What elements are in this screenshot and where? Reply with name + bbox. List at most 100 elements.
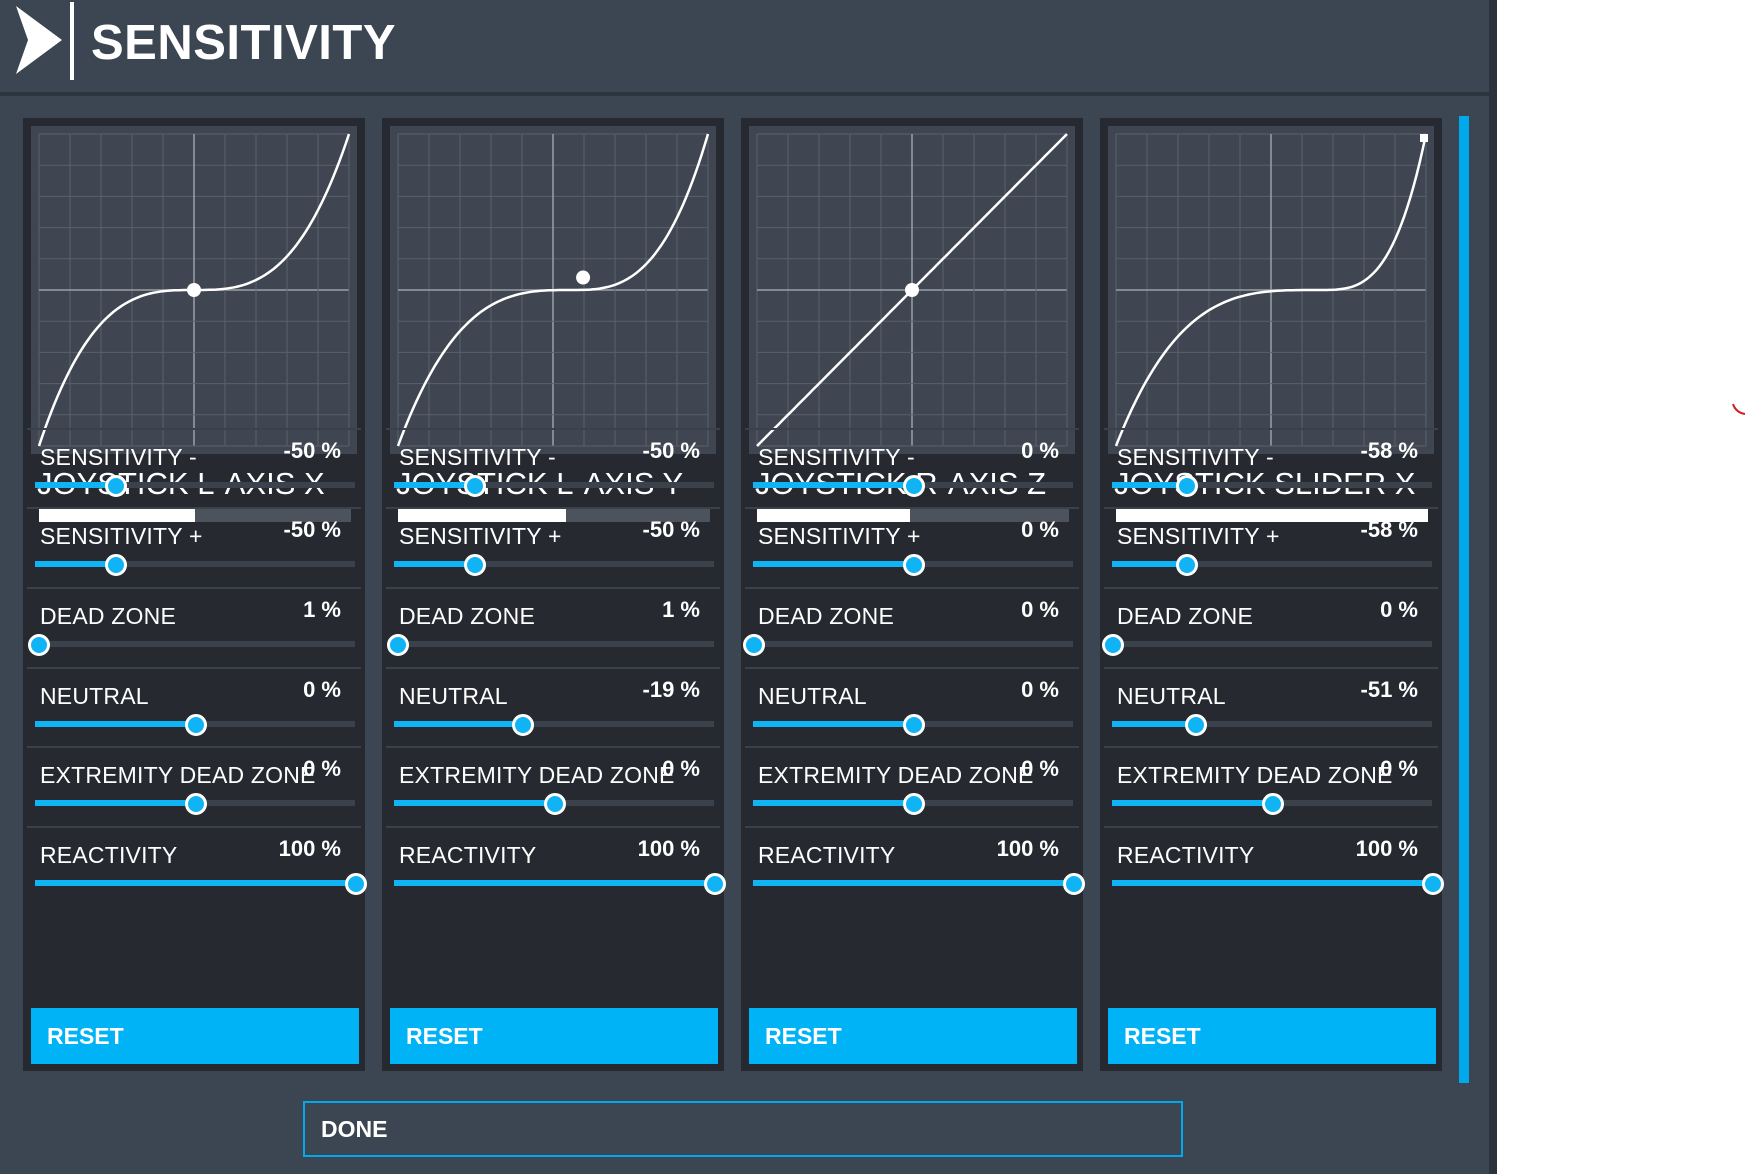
axis-panel: JOYSTICK L-AXIS XSENSITIVITY --50 %SENSI…	[23, 118, 367, 1071]
scrollbar[interactable]	[1459, 116, 1469, 1083]
setting-label: SENSITIVITY +	[758, 523, 921, 549]
setting-value: -50 %	[642, 438, 700, 463]
setting-row-reactivity: REACTIVITY 100 %	[1104, 826, 1444, 904]
slider-fill	[35, 721, 195, 727]
setting-slider[interactable]	[394, 554, 714, 576]
chevron-right-icon[interactable]	[14, 4, 64, 76]
reset-button[interactable]: RESET	[31, 1008, 359, 1064]
setting-value: 1 %	[662, 597, 700, 622]
page-title: SENSITIVITY	[91, 16, 397, 70]
slider-handle[interactable]	[387, 634, 410, 656]
setting-label: EXTREMITY DEAD ZONE	[758, 762, 1034, 788]
setting-value: 0 %	[1021, 438, 1059, 463]
setting-slider[interactable]	[35, 554, 355, 576]
setting-slider[interactable]	[35, 873, 367, 895]
slider-handle[interactable]	[464, 475, 486, 497]
slider-handle[interactable]	[903, 714, 925, 736]
slider-handle[interactable]	[1175, 475, 1198, 497]
setting-slider[interactable]	[1112, 793, 1432, 815]
setting-slider[interactable]	[753, 714, 1073, 736]
setting-slider[interactable]	[387, 634, 714, 656]
setting-row-reactivity: REACTIVITY 100 %	[27, 826, 367, 904]
done-button[interactable]: DONE	[303, 1101, 1183, 1157]
setting-slider[interactable]	[753, 475, 1073, 497]
slider-handle[interactable]	[464, 554, 486, 576]
current-position-dot	[187, 283, 201, 297]
setting-value: 0 %	[1021, 597, 1059, 622]
slider-handle[interactable]	[105, 475, 127, 497]
setting-label: DEAD ZONE	[1117, 603, 1253, 629]
header: SENSITIVITY	[0, 0, 1489, 96]
slider-fill	[35, 482, 115, 488]
setting-label: SENSITIVITY -	[399, 444, 556, 470]
setting-slider[interactable]	[753, 793, 1073, 815]
slider-handle[interactable]	[1262, 793, 1284, 815]
slider-fill	[753, 721, 913, 727]
setting-slider[interactable]	[35, 793, 355, 815]
setting-row-dead-zone: DEAD ZONE 1 %	[386, 587, 720, 665]
slider-handle[interactable]	[1422, 873, 1444, 895]
setting-row-neutral: NEUTRAL 0 %	[27, 667, 361, 745]
setting-slider[interactable]	[753, 873, 1085, 895]
slider-handle[interactable]	[903, 793, 925, 815]
slider-handle[interactable]	[1102, 634, 1124, 656]
setting-value: 100 %	[996, 836, 1059, 861]
slider-handle[interactable]	[903, 554, 925, 576]
slider-handle[interactable]	[185, 714, 207, 736]
setting-value: 100 %	[278, 836, 341, 861]
slider-handle[interactable]	[1175, 554, 1198, 576]
setting-row-sensitivity: SENSITIVITY + -50 %	[27, 507, 361, 585]
response-curve-line	[396, 133, 710, 447]
setting-label: SENSITIVITY -	[1117, 444, 1274, 470]
slider-handle[interactable]	[1063, 873, 1085, 895]
reset-button[interactable]: RESET	[1108, 1008, 1436, 1064]
setting-slider[interactable]	[1112, 475, 1432, 497]
slider-handle[interactable]	[544, 793, 566, 815]
slider-fill	[1112, 800, 1272, 806]
slider-handle[interactable]	[1185, 714, 1208, 736]
slider-fill	[753, 561, 913, 567]
setting-row-extremity-dead-zone: EXTREMITY DEAD ZONE 0 %	[386, 746, 720, 824]
slider-handle[interactable]	[704, 873, 726, 895]
reset-button[interactable]: RESET	[390, 1008, 718, 1064]
slider-fill	[753, 482, 913, 488]
setting-slider[interactable]	[394, 793, 714, 815]
slider-handle[interactable]	[345, 873, 367, 895]
slider-handle[interactable]	[105, 554, 127, 576]
axis-input-fill	[757, 508, 910, 522]
setting-row-extremity-dead-zone: EXTREMITY DEAD ZONE 0 %	[745, 746, 1079, 824]
window-edge	[1489, 0, 1497, 1174]
setting-slider[interactable]	[1112, 554, 1432, 576]
axis-input-fill	[398, 508, 567, 522]
setting-value: 0 %	[303, 677, 341, 702]
setting-value: 0 %	[303, 756, 341, 781]
response-curve-line	[1114, 133, 1428, 447]
response-curve-chart	[1114, 133, 1428, 447]
setting-row-sensitivity: SENSITIVITY - -58 %	[1104, 428, 1438, 506]
current-position-dot	[576, 270, 591, 285]
setting-label: EXTREMITY DEAD ZONE	[399, 762, 675, 788]
setting-slider[interactable]	[28, 634, 355, 656]
setting-slider[interactable]	[743, 634, 1073, 656]
slider-handle[interactable]	[28, 634, 51, 656]
slider-handle[interactable]	[185, 793, 207, 815]
slider-handle[interactable]	[903, 475, 925, 497]
setting-row-sensitivity: SENSITIVITY + -50 %	[386, 507, 720, 585]
reset-button[interactable]: RESET	[749, 1008, 1077, 1064]
setting-label: DEAD ZONE	[399, 603, 535, 629]
slider-handle[interactable]	[512, 714, 534, 736]
setting-slider[interactable]	[394, 475, 714, 497]
axis-input-bar	[757, 508, 1069, 522]
setting-slider[interactable]	[1112, 714, 1432, 736]
setting-slider[interactable]	[35, 475, 355, 497]
setting-slider[interactable]	[1102, 634, 1432, 656]
setting-slider[interactable]	[753, 554, 1073, 576]
setting-slider[interactable]	[394, 714, 714, 736]
slider-handle[interactable]	[743, 634, 765, 656]
setting-slider[interactable]	[1112, 873, 1444, 895]
setting-slider[interactable]	[35, 714, 355, 736]
setting-label: DEAD ZONE	[758, 603, 894, 629]
axis-input-bar	[1116, 508, 1428, 522]
setting-slider[interactable]	[394, 873, 726, 895]
